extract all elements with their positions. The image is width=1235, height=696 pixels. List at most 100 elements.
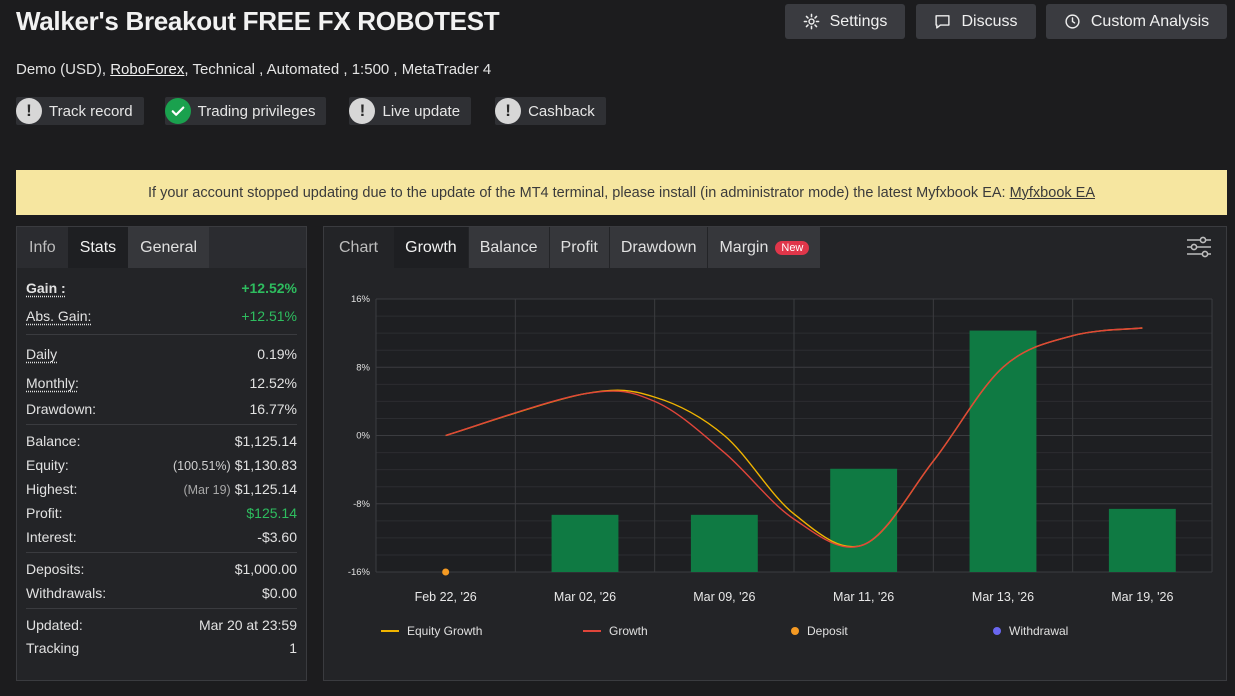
stat-value: (100.51%) $1,130.83 [173, 457, 297, 473]
tab-growth[interactable]: Growth [394, 227, 468, 268]
new-badge: New [775, 240, 810, 255]
growth-bar [1108, 508, 1176, 572]
account-summary: Demo (USD), RoboForex, Technical , Autom… [16, 61, 491, 78]
legend-dot [791, 627, 799, 635]
y-tick-label: -8% [353, 499, 370, 510]
stat-label: Highest: [26, 481, 78, 497]
stat-label: Withdrawals: [26, 585, 107, 601]
growth-chart: 16% 8% 0% -8% -16% Feb 22, '26 Mar 02, '26 Mar … [348, 294, 1213, 604]
stat-value: +12.51% [241, 307, 297, 324]
stat-abs-gain: Abs. Gain: +12.51% [26, 300, 297, 331]
mt4-update-notice: If your account stopped updating due to … [16, 170, 1227, 215]
settings-label: Settings [829, 12, 888, 30]
broker-link[interactable]: RoboForex [110, 61, 185, 78]
stat-gain: Gain : +12.52% [26, 276, 297, 300]
margin-label: Margin [719, 238, 769, 256]
stat-value: +12.52% [241, 280, 297, 296]
stat-updated: Updated: Mar 20 at 23:59 [26, 613, 297, 637]
badge-trading-privileges[interactable]: Trading privileges [164, 97, 327, 125]
exclamation-icon: ! [16, 98, 42, 124]
stat-daily: Daily 0.19% [26, 339, 297, 368]
equity-amount: $1,130.83 [234, 457, 297, 473]
stat-value: $1,125.14 [234, 433, 297, 449]
tab-drawdown[interactable]: Drawdown [609, 227, 708, 268]
stat-value: 16.77% [249, 401, 297, 417]
deposit-point [442, 568, 450, 576]
custom-analysis-button[interactable]: Custom Analysis [1046, 4, 1227, 39]
growth-bar [830, 468, 898, 572]
legend-equity-growth[interactable]: Equity Growth [381, 624, 482, 638]
stat-value: -$3.60 [257, 529, 297, 545]
chart-tabs: Chart Growth Balance Profit Drawdown Mar… [324, 227, 1226, 268]
tab-general[interactable]: General [128, 227, 210, 268]
myfxbook-ea-link[interactable]: Myfxbook EA [1009, 184, 1095, 201]
y-tick-label: 16% [351, 294, 371, 305]
stat-label[interactable]: Gain : [26, 280, 66, 296]
legend-label: Equity Growth [407, 624, 483, 638]
stat-label: Tracking [26, 640, 80, 656]
stat-value: Mar 20 at 23:59 [198, 617, 297, 633]
chart-legend: Equity Growth Growth Deposit Withdrawal [324, 624, 1228, 644]
tab-stats[interactable]: Stats [67, 227, 129, 268]
badge-label: Live update [382, 102, 461, 120]
x-tick-label: Feb 22, '26 [415, 590, 477, 604]
legend-withdrawal[interactable]: Withdrawal [993, 624, 1068, 638]
tab-margin[interactable]: Margin New [708, 227, 821, 268]
stat-label: Balance: [26, 433, 81, 449]
stat-label[interactable]: Daily [26, 345, 58, 362]
growth-line [445, 327, 1143, 548]
growth-bar [690, 514, 758, 572]
sliders-icon[interactable] [1186, 235, 1212, 259]
legend-label: Deposit [807, 624, 848, 638]
badge-label: Track record [49, 102, 133, 120]
stat-deposits: Deposits: $1,000.00 [26, 557, 297, 581]
stat-value: (Mar 19) $1,125.14 [183, 481, 297, 497]
stat-label: Equity: [26, 457, 69, 473]
exclamation-icon: ! [495, 98, 522, 124]
tab-chart[interactable]: Chart [324, 227, 394, 268]
stat-label[interactable]: Monthly: [26, 374, 79, 391]
tab-info[interactable]: Info [29, 238, 56, 256]
badge-track-record[interactable]: ! Track record [16, 97, 144, 125]
legend-label: Withdrawal [1009, 624, 1069, 638]
x-tick-label: Mar 09, '26 [693, 590, 755, 604]
equity-percent: (100.51%) [173, 459, 231, 473]
stat-value: $0.00 [261, 585, 297, 601]
stat-profit: Profit: $125.14 [26, 501, 297, 525]
badge-cashback[interactable]: ! Cashback [495, 97, 606, 125]
settings-button[interactable]: Settings [785, 4, 905, 39]
legend-growth[interactable]: Growth [583, 624, 648, 638]
stat-interest: Interest: -$3.60 [26, 525, 297, 549]
x-tick-label: Mar 19, '26 [1111, 590, 1173, 604]
stat-balance: Balance: $1,125.14 [26, 429, 297, 453]
tab-profit[interactable]: Profit [549, 227, 609, 268]
x-tick-label: Mar 13, '26 [972, 590, 1034, 604]
stat-value: 12.52% [249, 374, 297, 391]
gear-icon [803, 13, 819, 30]
stat-value: $125.14 [246, 505, 297, 521]
clock-icon [1065, 14, 1080, 29]
stat-label: Drawdown: [26, 401, 97, 417]
discuss-label: Discuss [961, 12, 1018, 30]
tab-balance[interactable]: Balance [468, 227, 549, 268]
y-tick-label: -16% [348, 567, 371, 578]
x-tick-label: Mar 11, '26 [833, 590, 894, 604]
stat-highest: Highest: (Mar 19) $1,125.14 [26, 477, 297, 501]
badge-live-update[interactable]: ! Live update [349, 97, 472, 125]
legend-label: Growth [609, 624, 648, 638]
account-type: Demo (USD), [16, 61, 107, 78]
check-icon [164, 98, 191, 124]
stat-value: $1,000.00 [234, 561, 297, 577]
stats-panel: Info Stats General Gain : +12.52% Abs. G… [16, 226, 307, 681]
stat-label: Deposits: [26, 561, 85, 577]
account-details: , Technical , Automated , 1:500 , MetaTr… [184, 61, 492, 78]
discuss-button[interactable]: Discuss [916, 4, 1036, 39]
stat-value: 1 [289, 640, 297, 656]
y-tick-label: 0% [356, 431, 370, 442]
stat-drawdown: Drawdown: 16.77% [26, 397, 297, 421]
legend-dot [993, 627, 1001, 635]
exclamation-icon: ! [349, 98, 376, 124]
badge-label: Trading privileges [197, 102, 316, 120]
stat-label[interactable]: Abs. Gain: [26, 307, 92, 324]
legend-deposit[interactable]: Deposit [791, 624, 848, 638]
